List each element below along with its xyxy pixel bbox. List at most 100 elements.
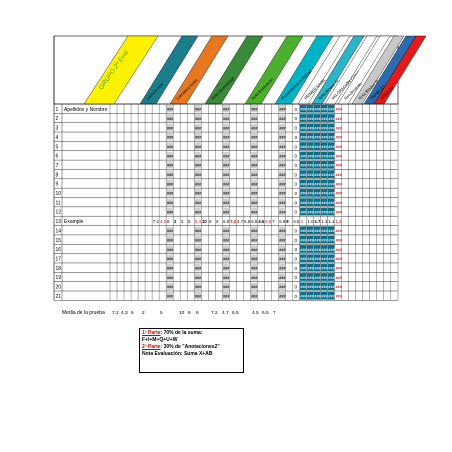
score-cell-bg	[334, 273, 342, 281]
hash-cell: ###	[251, 126, 258, 130]
score-cell: ###	[335, 136, 342, 140]
score-cell: ###	[335, 248, 342, 252]
score-cell-bg	[299, 282, 307, 291]
score-cell: ###	[328, 145, 335, 149]
score-cell-bg	[313, 235, 321, 244]
footer-value: 10	[179, 310, 185, 316]
score-cell-bg	[299, 273, 307, 281]
hash-cell: ###	[223, 210, 230, 214]
example-value: 1.0	[307, 219, 314, 224]
score-cell-bg	[306, 160, 314, 169]
score-cell: ###	[321, 173, 328, 177]
score-cell-bg	[313, 123, 321, 132]
score-cell-bg	[299, 291, 307, 300]
score-cell-bg	[313, 282, 321, 291]
hash-cell: ###	[279, 192, 286, 196]
score-cell-bg	[299, 235, 307, 244]
score-cell: ###	[300, 126, 307, 130]
hash-cell: ###	[279, 126, 286, 130]
zero-cell: 0	[295, 285, 298, 290]
score-cell: ###	[321, 285, 328, 289]
example-value: 3	[181, 219, 184, 224]
hash-cell-bg	[278, 105, 285, 113]
score-cell-bg	[327, 235, 335, 244]
hash-cell-bg	[194, 142, 201, 150]
hash-cell-bg	[278, 292, 285, 300]
hash-cell-bg	[250, 170, 257, 178]
example-value: 6.8	[279, 219, 286, 224]
hash-cell-bg	[166, 123, 173, 132]
hash-cell-bg	[166, 114, 173, 122]
score-cell: ###	[321, 210, 328, 214]
score-cell: ###	[300, 201, 307, 205]
score-cell: ###	[307, 295, 314, 299]
row-number: 15	[56, 238, 62, 244]
hash-cell: ###	[223, 145, 230, 149]
hash-cell: ###	[167, 201, 174, 205]
hash-cell-bg	[222, 114, 229, 122]
score-cell-bg	[320, 123, 328, 132]
example-value: 6.5	[293, 219, 300, 224]
score-cell: ###	[321, 192, 328, 196]
row-number: 16	[56, 247, 62, 253]
example-value: 1.1	[328, 219, 335, 224]
hash-cell: ###	[223, 192, 230, 196]
score-cell: ###	[328, 257, 335, 261]
score-cell-bg	[313, 188, 321, 197]
score-cell: ###	[335, 164, 342, 168]
hash-cell-bg	[194, 179, 201, 188]
hash-cell: ###	[167, 229, 174, 233]
hash-cell: ###	[223, 285, 230, 289]
score-cell-bg	[334, 170, 342, 178]
zero-cell: 0	[295, 228, 298, 233]
hash-cell-bg	[194, 263, 201, 272]
zero-cell: 0	[295, 135, 298, 140]
score-cell: ###	[314, 201, 321, 205]
hash-cell: ###	[195, 108, 202, 112]
zero-cell: 0	[295, 294, 298, 299]
score-cell: ###	[321, 257, 328, 261]
score-cell: ###	[314, 145, 321, 149]
hash-cell-bg	[250, 254, 257, 262]
hash-cell-bg	[166, 235, 173, 244]
hash-cell-bg	[222, 133, 229, 141]
score-cell-bg	[306, 179, 314, 188]
hash-cell-bg	[166, 189, 173, 197]
hash-cell: ###	[167, 267, 174, 271]
hash-cell: ###	[223, 117, 230, 121]
hash-cell: ###	[251, 192, 258, 196]
row-number: 19	[56, 275, 62, 281]
score-cell-bg	[313, 226, 321, 235]
hash-cell: ###	[279, 257, 286, 261]
score-cell: ###	[328, 285, 335, 289]
score-cell: ###	[300, 154, 307, 158]
score-cell-bg	[320, 132, 328, 141]
score-cell: ###	[335, 295, 342, 299]
hash-cell: ###	[279, 154, 286, 158]
score-cell-bg	[327, 132, 335, 141]
row-number: 10	[56, 191, 62, 197]
row-number: 1	[56, 107, 59, 113]
score-cell-bg	[313, 198, 321, 207]
hash-cell-bg	[194, 198, 201, 206]
example-value: 4.7	[237, 219, 244, 224]
score-cell: ###	[307, 182, 314, 186]
score-cell: ###	[300, 117, 307, 121]
hash-cell: ###	[167, 136, 174, 140]
score-cell: ###	[307, 201, 314, 205]
note-part1-text: : 70% de la suma:	[160, 330, 203, 336]
row-number: 20	[56, 285, 62, 291]
example-value: 6.5	[244, 219, 251, 224]
score-cell: ###	[300, 108, 307, 112]
hash-cell: ###	[251, 210, 258, 214]
hash-cell: ###	[167, 182, 174, 186]
score-cell: ###	[328, 192, 335, 196]
score-cell-bg	[299, 179, 307, 188]
score-cell: ###	[321, 248, 328, 252]
names-header: Apellidos y Nombre	[64, 107, 108, 113]
hash-cell-bg	[194, 292, 201, 300]
score-cell: ###	[335, 145, 342, 149]
hash-cell: ###	[223, 154, 230, 158]
score-cell-bg	[299, 170, 307, 178]
score-cell-bg	[334, 104, 342, 113]
